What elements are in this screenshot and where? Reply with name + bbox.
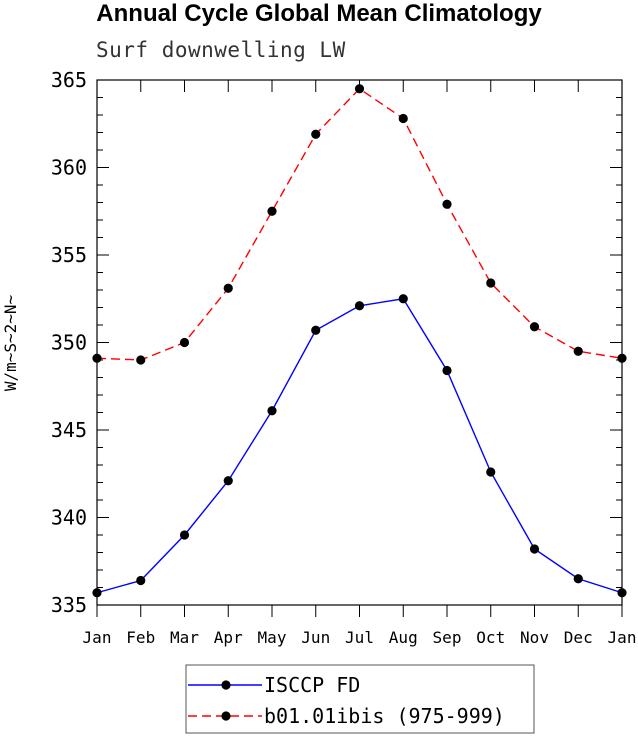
data-point xyxy=(223,283,233,293)
data-point xyxy=(486,467,496,477)
y-tick-label: 335 xyxy=(51,593,87,617)
series-layer xyxy=(92,84,627,598)
data-point xyxy=(354,84,365,94)
legend-marker-1 xyxy=(221,680,231,690)
x-tick-label: Apr xyxy=(214,628,243,647)
y-tick-label: 350 xyxy=(51,331,87,355)
data-point xyxy=(529,544,540,554)
data-point xyxy=(398,294,408,304)
x-tick-label: Nov xyxy=(520,628,549,647)
data-point xyxy=(617,353,627,363)
x-tick-label: Jan xyxy=(83,628,112,647)
x-tick-label: Feb xyxy=(126,628,155,647)
data-point xyxy=(486,278,496,288)
data-point xyxy=(136,355,146,365)
data-point xyxy=(442,365,452,376)
x-tick-label: Aug xyxy=(389,628,418,647)
data-point xyxy=(617,588,627,598)
x-tick-label: Mar xyxy=(170,628,199,647)
legend-box xyxy=(185,664,535,734)
data-point xyxy=(223,476,233,486)
data-point xyxy=(92,588,102,598)
x-tick-label: Jan xyxy=(608,628,637,647)
legend-marker-2 xyxy=(221,711,231,721)
chart-subtitle: Surf downwelling LW xyxy=(96,38,346,62)
data-point xyxy=(398,113,408,124)
data-point xyxy=(267,406,277,416)
data-point xyxy=(311,325,321,335)
y-tick-label: 345 xyxy=(51,418,87,442)
x-tick-label: Oct xyxy=(476,628,505,647)
chart-title: Annual Cycle Global Mean Climatology xyxy=(96,0,542,27)
data-point xyxy=(179,337,190,348)
y-tick-label: 340 xyxy=(51,506,87,530)
data-point xyxy=(573,346,583,356)
data-point xyxy=(573,574,583,584)
y-tick-label: 355 xyxy=(51,243,87,267)
data-point xyxy=(442,199,452,209)
axes-group: 335 340 345 350 355 360 365 Jan Feb Mar Apr May Jun J… xyxy=(51,68,637,647)
x-tick-label: Dec xyxy=(564,628,593,647)
data-point xyxy=(354,301,365,311)
x-tick-label: Jun xyxy=(301,628,330,647)
data-point xyxy=(529,322,540,332)
legend: ISCCP FD b01.01ibis (975-999) xyxy=(185,664,535,734)
data-point xyxy=(267,206,277,216)
legend-label-1: ISCCP FD xyxy=(264,673,360,697)
x-tick-label: Jul xyxy=(345,628,374,647)
x-tick-label: Sep xyxy=(433,628,462,647)
series-line-1 xyxy=(96,297,623,594)
data-point xyxy=(179,530,190,540)
y-axis-label: W/m~S~2~N~ xyxy=(1,295,20,391)
series-line-2 xyxy=(96,87,623,361)
y-tick-label: 365 xyxy=(51,68,87,92)
legend-label-2: b01.01ibis (975-999) xyxy=(264,704,505,728)
y-tick-label: 360 xyxy=(51,156,87,180)
data-point xyxy=(92,353,102,363)
data-point xyxy=(311,129,321,139)
x-tick-label: May xyxy=(258,628,287,647)
data-point xyxy=(136,575,146,586)
plot-frame xyxy=(96,79,623,606)
